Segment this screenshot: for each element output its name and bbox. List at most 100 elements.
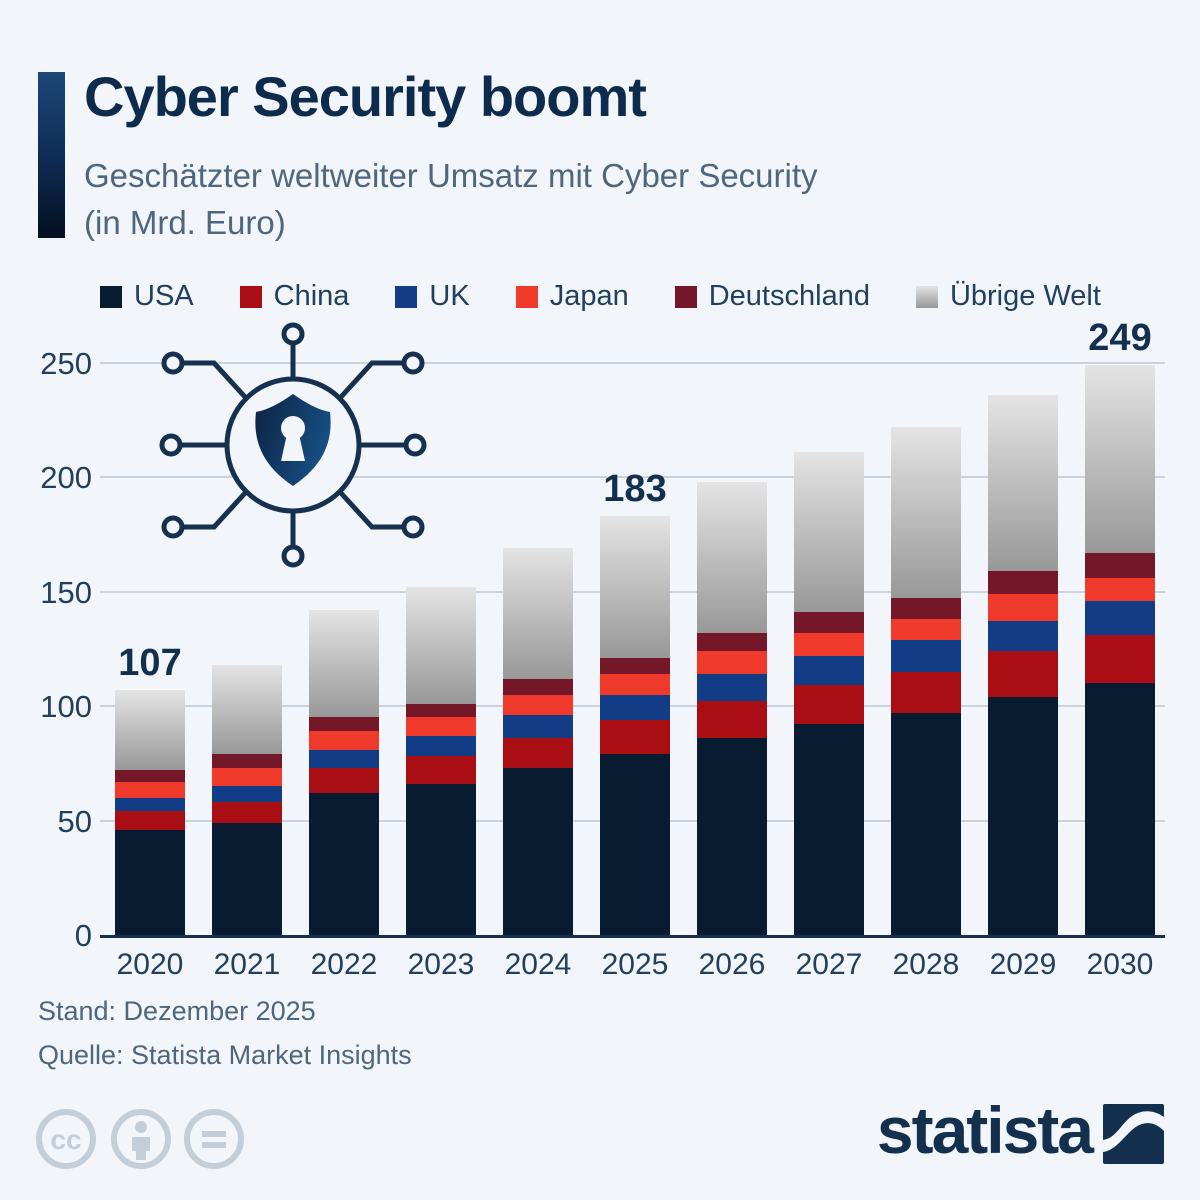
bar-segment-usa-2022	[309, 793, 379, 935]
bar-segment-uk-2026	[697, 673, 767, 702]
bar-segment-übrige-welt-2025	[600, 515, 670, 658]
legend-swatch-uebrige-welt	[915, 285, 938, 308]
bar-segment-uk-2029	[988, 621, 1058, 652]
cc-license-icon	[36, 1109, 96, 1169]
x-axis-label-2029: 2029	[989, 948, 1057, 981]
shield-network-icon	[159, 322, 427, 568]
legend-swatch-china	[239, 285, 262, 308]
bar-segment-übrige-welt-2026	[697, 481, 767, 633]
bar-segment-usa-2024	[503, 767, 573, 935]
bar-segment-china-2022	[309, 767, 379, 794]
legend-item-uebrige-welt: Übrige Welt	[915, 280, 1101, 313]
total-label-2025: 183	[603, 467, 667, 510]
bar-segment-uk-2025	[600, 694, 670, 720]
gridline-250	[100, 361, 1165, 364]
bar-segment-japan-2028	[891, 618, 961, 640]
bar-segment-china-2030	[1085, 635, 1155, 684]
bar-segment-übrige-welt-2023	[406, 586, 476, 704]
bar-segment-übrige-welt-2024	[503, 547, 573, 679]
chart-legend: USA China UK Japan Deutschland Übrige We…	[100, 280, 1101, 313]
legend-swatch-japan	[515, 285, 538, 308]
bar-segment-übrige-welt-2022	[309, 609, 379, 718]
legend-label-usa: USA	[134, 280, 194, 312]
x-axis-label-2026: 2026	[698, 948, 766, 981]
bar-segment-china-2026	[697, 701, 767, 739]
x-axis-label-2025: 2025	[601, 948, 669, 981]
bar-segment-japan-2021	[212, 767, 282, 787]
bar-segment-deutschland-2021	[212, 754, 282, 768]
bar-segment-deutschland-2025	[600, 657, 670, 674]
total-label-2030: 249	[1088, 316, 1152, 359]
statista-logo[interactable]	[1103, 1104, 1164, 1164]
bar-segment-japan-2022	[309, 731, 379, 750]
cc-license-icons[interactable]: cc	[36, 1106, 248, 1172]
cc-attribution-icon	[111, 1109, 171, 1169]
bar-segment-uk-2027	[794, 655, 864, 686]
bar-segment-usa-2021	[212, 822, 282, 935]
bar-segment-übrige-welt-2030	[1085, 364, 1155, 553]
page-title: Cyber Security boomt	[84, 65, 647, 128]
bar-segment-deutschland-2030	[1085, 552, 1155, 578]
bar-segment-deutschland-2023	[406, 703, 476, 718]
bar-segment-deutschland-2020	[115, 770, 185, 782]
legend-item-deutschland: Deutschland	[674, 280, 870, 313]
bar-segment-japan-2020	[115, 781, 185, 798]
bar-segment-deutschland-2024	[503, 678, 573, 695]
total-label-2020: 107	[118, 641, 182, 684]
bar-segment-china-2025	[600, 719, 670, 755]
stand-note: Stand: Dezember 2025	[38, 996, 316, 1026]
bar-segment-usa-2028	[891, 712, 961, 935]
bar-segment-usa-2029	[988, 696, 1058, 935]
y-axis-label-250: 250	[40, 345, 92, 381]
y-axis-label-200: 200	[40, 460, 92, 495]
legend-item-uk: UK	[395, 280, 470, 313]
x-axis-label-2024: 2024	[504, 948, 572, 981]
y-axis-label-50: 50	[57, 803, 92, 839]
bar-segment-uk-2021	[212, 786, 282, 803]
legend-item-china: China	[239, 280, 349, 313]
bar-segment-usa-2026	[697, 738, 767, 935]
bar-segment-deutschland-2026	[697, 632, 767, 652]
title-accent-bar	[38, 72, 65, 238]
bar-segment-usa-2023	[406, 783, 476, 935]
bar-segment-deutschland-2028	[891, 598, 961, 619]
subtitle-line-2: (in Mrd. Euro)	[84, 204, 286, 241]
bar-segment-uk-2022	[309, 749, 379, 768]
bar-segment-usa-2027	[794, 724, 864, 935]
y-axis-label-0: 0	[74, 918, 92, 953]
bar-segment-uk-2024	[503, 715, 573, 739]
bar-segment-usa-2020	[115, 829, 185, 935]
gridline-200	[100, 476, 1165, 478]
x-axis-label-2027: 2027	[795, 948, 863, 981]
x-axis-label-2023: 2023	[407, 948, 475, 981]
subtitle-line-1: Geschätzter weltweiter Umsatz mit Cyber …	[84, 157, 818, 194]
bar-segment-japan-2030	[1085, 577, 1155, 601]
x-axis-label-2030: 2030	[1086, 948, 1154, 981]
bar-segment-japan-2027	[794, 632, 864, 656]
statista-wordmark[interactable]: statista	[876, 1093, 1094, 1167]
bar-segment-uk-2023	[406, 735, 476, 757]
bar-segment-übrige-welt-2020	[115, 689, 185, 771]
bar-segment-china-2027	[794, 685, 864, 725]
x-axis-label-2022: 2022	[310, 948, 378, 981]
x-axis-label-2021: 2021	[213, 948, 281, 981]
bar-segment-japan-2026	[697, 651, 767, 674]
x-axis-label-2020: 2020	[116, 948, 184, 981]
y-axis-label-100: 100	[40, 689, 92, 724]
legend-swatch-deutschland	[674, 285, 697, 308]
page-subtitle: Geschätzter weltweiter Umsatz mit Cyber …	[84, 152, 818, 246]
y-axis-label-150: 150	[40, 574, 92, 610]
bar-segment-übrige-welt-2027	[794, 451, 864, 613]
legend-item-japan: Japan	[515, 280, 629, 313]
bar-segment-übrige-welt-2021	[212, 664, 282, 755]
bar-segment-japan-2029	[988, 593, 1058, 622]
x-axis-line	[100, 935, 1165, 938]
source-note: Quelle: Statista Market Insights	[38, 1040, 412, 1070]
cc-no-derivatives-icon	[184, 1109, 244, 1169]
bar-segment-japan-2024	[503, 694, 573, 716]
bar-segment-japan-2023	[406, 717, 476, 736]
legend-label-japan: Japan	[549, 280, 629, 312]
bar-segment-uk-2030	[1085, 600, 1155, 635]
bar-segment-usa-2030	[1085, 683, 1155, 935]
